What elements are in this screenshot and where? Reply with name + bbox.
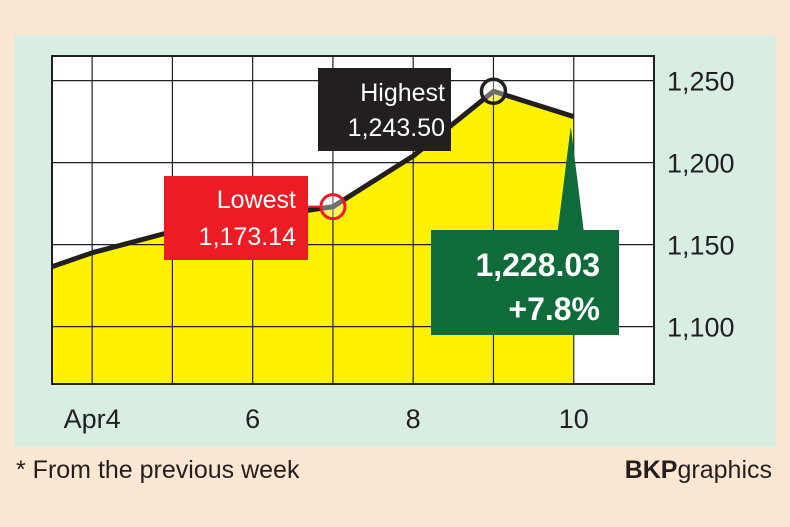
callouts: Lowest 1,173.14 Highest 1,243.50 1,228.03 +7.…: [164, 68, 619, 335]
highest-marker: [479, 77, 508, 106]
highest-value: 1,243.50: [348, 114, 445, 142]
footnote: * From the previous week: [16, 456, 300, 484]
y-tick-label: 1,150: [667, 231, 735, 261]
plot-frame: [51, 55, 655, 385]
chart-panel: 1,100 1,150 1,200 1,250 Apr4 6 8 10 Lowest 1,17…: [14, 35, 776, 447]
highest-label: Highest: [360, 79, 445, 107]
x-axis: Apr4 6 8 10: [64, 404, 589, 434]
x-tick-label: 6: [245, 404, 260, 434]
credit-brand: BKP: [624, 456, 678, 484]
lowest-marker: [319, 193, 347, 221]
credit-suffix: graphics: [677, 456, 773, 484]
line-chart: 1,100 1,150 1,200 1,250 Apr4 6 8 10 Lowest 1,17…: [51, 55, 735, 434]
latest-box: [431, 230, 619, 335]
latest-change: +7.8%: [508, 291, 600, 327]
y-axis: 1,100 1,150 1,200 1,250: [667, 67, 735, 343]
x-tick-label: Apr4: [64, 404, 121, 434]
y-tick-label: 1,200: [667, 149, 735, 179]
credit: BKPgraphics: [625, 456, 772, 485]
x-tick-label: 8: [406, 404, 421, 434]
y-tick-label: 1,100: [667, 313, 735, 343]
y-tick-label: 1,250: [667, 67, 735, 97]
x-tick-label: 10: [559, 404, 589, 434]
lowest-value: 1,173.14: [199, 223, 296, 251]
latest-value: 1,228.03: [475, 247, 600, 283]
lowest-label: Lowest: [217, 186, 296, 214]
latest-pointer: [557, 126, 584, 231]
lowest-box: [164, 176, 308, 260]
highest-box: [318, 68, 451, 151]
